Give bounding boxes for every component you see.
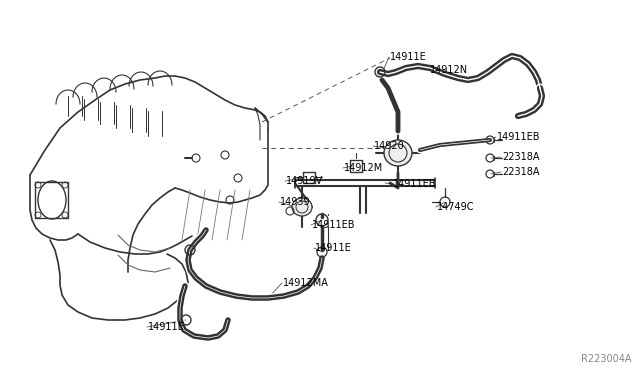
Text: 22318A: 22318A bbox=[502, 167, 540, 177]
Text: 14920: 14920 bbox=[374, 141, 404, 151]
Text: 14911E: 14911E bbox=[315, 243, 352, 253]
Text: 14911EB: 14911EB bbox=[497, 132, 541, 142]
Ellipse shape bbox=[384, 140, 412, 166]
Text: 14911E: 14911E bbox=[148, 322, 185, 332]
Text: 14911EB: 14911EB bbox=[312, 220, 355, 230]
Text: 14919V: 14919V bbox=[286, 176, 323, 186]
Text: 14911EB: 14911EB bbox=[393, 179, 436, 189]
Text: 14912MA: 14912MA bbox=[283, 278, 329, 288]
Text: 22318A: 22318A bbox=[502, 152, 540, 162]
Text: 14912M: 14912M bbox=[344, 163, 383, 173]
Text: R223004A: R223004A bbox=[582, 354, 632, 364]
Text: 14749C: 14749C bbox=[437, 202, 474, 212]
Text: 14911E: 14911E bbox=[390, 52, 427, 62]
Text: 14912N: 14912N bbox=[430, 65, 468, 75]
Text: 14939: 14939 bbox=[280, 197, 310, 207]
Ellipse shape bbox=[292, 198, 312, 216]
